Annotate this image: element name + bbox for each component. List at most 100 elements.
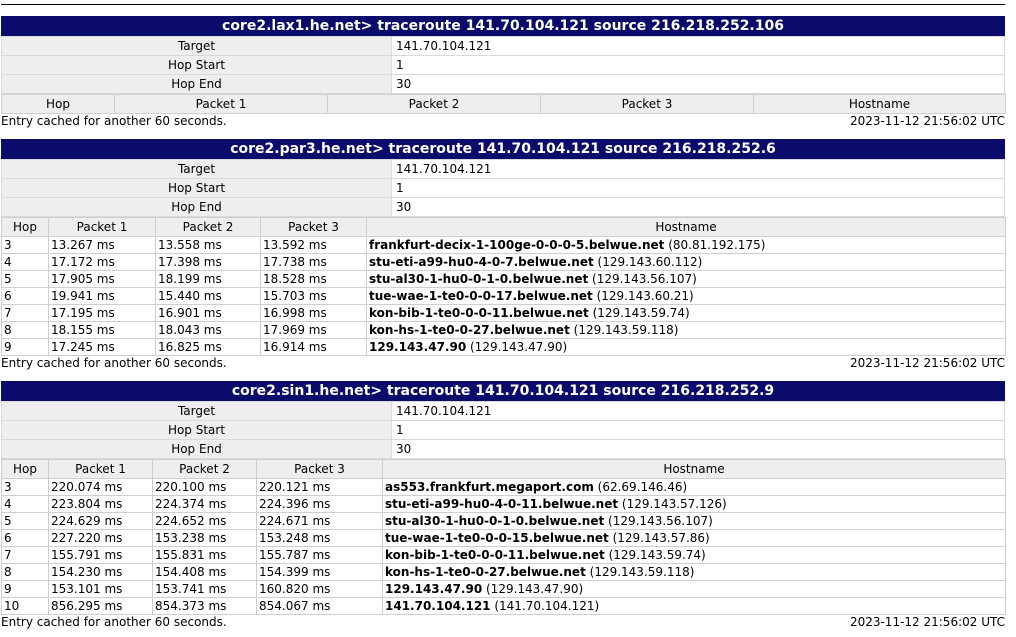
block-title: core2.sin1.he.net> traceroute 141.70.104… bbox=[1, 381, 1005, 401]
hop-start-row: Hop Start 1 bbox=[1, 420, 1005, 440]
hop-start-value: 1 bbox=[391, 55, 1005, 75]
hostname-ip: (80.81.192.175) bbox=[668, 237, 766, 252]
target-value: 141.70.104.121 bbox=[391, 36, 1005, 56]
packet-3-time: 15.703 ms bbox=[260, 287, 367, 305]
hop-number: 8 bbox=[1, 321, 49, 339]
packet-1-time: 17.245 ms bbox=[48, 338, 156, 356]
block-footer: Entry cached for another 60 seconds. 2023… bbox=[1, 114, 1005, 130]
hostname-cell: stu-eti-a99-hu0-4-0-11.belwue.net (129.1… bbox=[382, 495, 1006, 513]
hostname-cell: stu-al30-1-hu0-0-1-0.belwue.net (129.143… bbox=[382, 512, 1006, 530]
hop-row: 9 17.245 ms 16.825 ms 16.914 ms 129.143.47.9… bbox=[1, 338, 1006, 356]
column-header-packet-2: Packet 2 bbox=[155, 217, 261, 237]
hostname: kon-hs-1-te0-0-27.belwue.net bbox=[385, 564, 586, 579]
hostname-cell: frankfurt-decix-1-100ge-0-0-0-5.belwue.n… bbox=[366, 236, 1006, 254]
hostname: tue-wae-1-te0-0-0-15.belwue.net bbox=[385, 530, 609, 545]
hop-end-label: Hop End bbox=[1, 74, 392, 94]
hop-number: 9 bbox=[1, 338, 49, 356]
hostname: stu-eti-a99-hu0-4-0-7.belwue.net bbox=[369, 254, 594, 269]
hostname: frankfurt-decix-1-100ge-0-0-0-5.belwue.n… bbox=[369, 237, 665, 252]
hop-start-label: Hop Start bbox=[1, 420, 392, 440]
hostname-ip: (62.69.146.46) bbox=[597, 479, 688, 494]
hops-table: Hop Packet 1 Packet 2 Packet 3 Hostname 3 13.2… bbox=[1, 217, 1006, 356]
hop-number: 3 bbox=[1, 478, 49, 496]
column-header-packet-1: Packet 1 bbox=[48, 459, 153, 479]
hostname-ip: (129.143.56.107) bbox=[608, 513, 713, 528]
hostname-cell: stu-al30-1-hu0-0-1-0.belwue.net (129.143… bbox=[366, 270, 1006, 288]
hops-header-row: Hop Packet 1 Packet 2 Packet 3 Hostname bbox=[1, 217, 1006, 237]
packet-3-time: 18.528 ms bbox=[260, 270, 367, 288]
packet-2-time: 220.100 ms bbox=[152, 478, 257, 496]
packet-2-time: 13.558 ms bbox=[155, 236, 261, 254]
column-header-hostname: Hostname bbox=[382, 459, 1006, 479]
hop-number: 7 bbox=[1, 304, 49, 322]
target-value: 141.70.104.121 bbox=[391, 401, 1005, 421]
hostname-cell: 141.70.104.121 (141.70.104.121) bbox=[382, 597, 1006, 615]
packet-3-time: 220.121 ms bbox=[256, 478, 383, 496]
packet-2-time: 153.238 ms bbox=[152, 529, 257, 547]
packet-1-time: 13.267 ms bbox=[48, 236, 156, 254]
target-row: Target 141.70.104.121 bbox=[1, 159, 1005, 179]
hop-number: 6 bbox=[1, 287, 49, 305]
column-header-packet-2: Packet 2 bbox=[327, 94, 541, 114]
hop-end-value: 30 bbox=[391, 439, 1005, 459]
hop-row: 8 154.230 ms 154.408 ms 154.399 ms kon-hs-1-… bbox=[1, 563, 1006, 581]
hop-row: 5 224.629 ms 224.652 ms 224.671 ms stu-al30-… bbox=[1, 512, 1006, 530]
hop-row: 6 227.220 ms 153.238 ms 153.248 ms tue-wae-1… bbox=[1, 529, 1006, 547]
hostname-ip: (129.143.56.107) bbox=[592, 271, 697, 286]
packet-1-time: 227.220 ms bbox=[48, 529, 153, 547]
timestamp: 2023-11-12 21:56:02 UTC bbox=[849, 615, 1005, 629]
hop-end-row: Hop End 30 bbox=[1, 197, 1005, 217]
params-table: Target 141.70.104.121 Hop Start 1 Hop End 30 bbox=[1, 401, 1005, 459]
packet-3-time: 854.067 ms bbox=[256, 597, 383, 615]
packet-3-time: 16.998 ms bbox=[260, 304, 367, 322]
hops-header-row: Hop Packet 1 Packet 2 Packet 3 Hostname bbox=[1, 94, 1006, 114]
packet-2-time: 154.408 ms bbox=[152, 563, 257, 581]
cache-note: Entry cached for another 60 seconds. bbox=[1, 114, 227, 128]
top-rule bbox=[1, 4, 1005, 5]
hop-row: 7 155.791 ms 155.831 ms 155.787 ms kon-bib-1… bbox=[1, 546, 1006, 564]
hostname-cell: kon-bib-1-te0-0-0-11.belwue.net (129.143… bbox=[366, 304, 1006, 322]
packet-1-time: 224.629 ms bbox=[48, 512, 153, 530]
column-header-hop: Hop bbox=[1, 459, 49, 479]
cache-note: Entry cached for another 60 seconds. bbox=[1, 615, 227, 629]
hostname: 129.143.47.90 bbox=[369, 339, 467, 354]
column-header-packet-3: Packet 3 bbox=[256, 459, 383, 479]
hop-number: 5 bbox=[1, 512, 49, 530]
hop-number: 10 bbox=[1, 597, 49, 615]
column-header-packet-2: Packet 2 bbox=[152, 459, 257, 479]
hop-start-value: 1 bbox=[391, 178, 1005, 198]
hostname: kon-bib-1-te0-0-0-11.belwue.net bbox=[369, 305, 589, 320]
packet-2-time: 224.374 ms bbox=[152, 495, 257, 513]
packet-1-time: 856.295 ms bbox=[48, 597, 153, 615]
hop-row: 10 856.295 ms 854.373 ms 854.067 ms 141.70.1… bbox=[1, 597, 1006, 615]
hop-start-row: Hop Start 1 bbox=[1, 55, 1005, 75]
packet-3-time: 154.399 ms bbox=[256, 563, 383, 581]
hostname-cell: kon-hs-1-te0-0-27.belwue.net (129.143.59… bbox=[382, 563, 1006, 581]
packet-3-time: 224.396 ms bbox=[256, 495, 383, 513]
hop-row: 3 220.074 ms 220.100 ms 220.121 ms as553.fra… bbox=[1, 478, 1006, 496]
block-title: core2.par3.he.net> traceroute 141.70.104… bbox=[1, 139, 1005, 159]
hop-start-label: Hop Start bbox=[1, 55, 392, 75]
target-row: Target 141.70.104.121 bbox=[1, 401, 1005, 421]
hostname-cell: tue-wae-1-te0-0-0-17.belwue.net (129.143… bbox=[366, 287, 1006, 305]
target-row: Target 141.70.104.121 bbox=[1, 36, 1005, 56]
target-label: Target bbox=[1, 159, 392, 179]
packet-2-time: 16.901 ms bbox=[155, 304, 261, 322]
packet-1-time: 17.195 ms bbox=[48, 304, 156, 322]
target-label: Target bbox=[1, 36, 392, 56]
hostname-ip: (129.143.59.118) bbox=[573, 322, 679, 337]
packet-3-time: 13.592 ms bbox=[260, 236, 367, 254]
hops-table: Hop Packet 1 Packet 2 Packet 3 Hostname 3 220.… bbox=[1, 459, 1006, 615]
hop-row: 4 17.172 ms 17.398 ms 17.738 ms stu-eti-a99-… bbox=[1, 253, 1006, 271]
column-header-hostname: Hostname bbox=[366, 217, 1006, 237]
packet-1-time: 223.804 ms bbox=[48, 495, 153, 513]
hop-row: 5 17.905 ms 18.199 ms 18.528 ms stu-al30-1-h… bbox=[1, 270, 1006, 288]
hop-end-value: 30 bbox=[391, 74, 1005, 94]
packet-1-time: 18.155 ms bbox=[48, 321, 156, 339]
hostname-cell: tue-wae-1-te0-0-0-15.belwue.net (129.143… bbox=[382, 529, 1006, 547]
packet-1-time: 19.941 ms bbox=[48, 287, 156, 305]
hop-number: 5 bbox=[1, 270, 49, 288]
hop-row: 8 18.155 ms 18.043 ms 17.969 ms kon-hs-1-te0… bbox=[1, 321, 1006, 339]
packet-2-time: 224.652 ms bbox=[152, 512, 257, 530]
column-header-hostname: Hostname bbox=[753, 94, 1006, 114]
